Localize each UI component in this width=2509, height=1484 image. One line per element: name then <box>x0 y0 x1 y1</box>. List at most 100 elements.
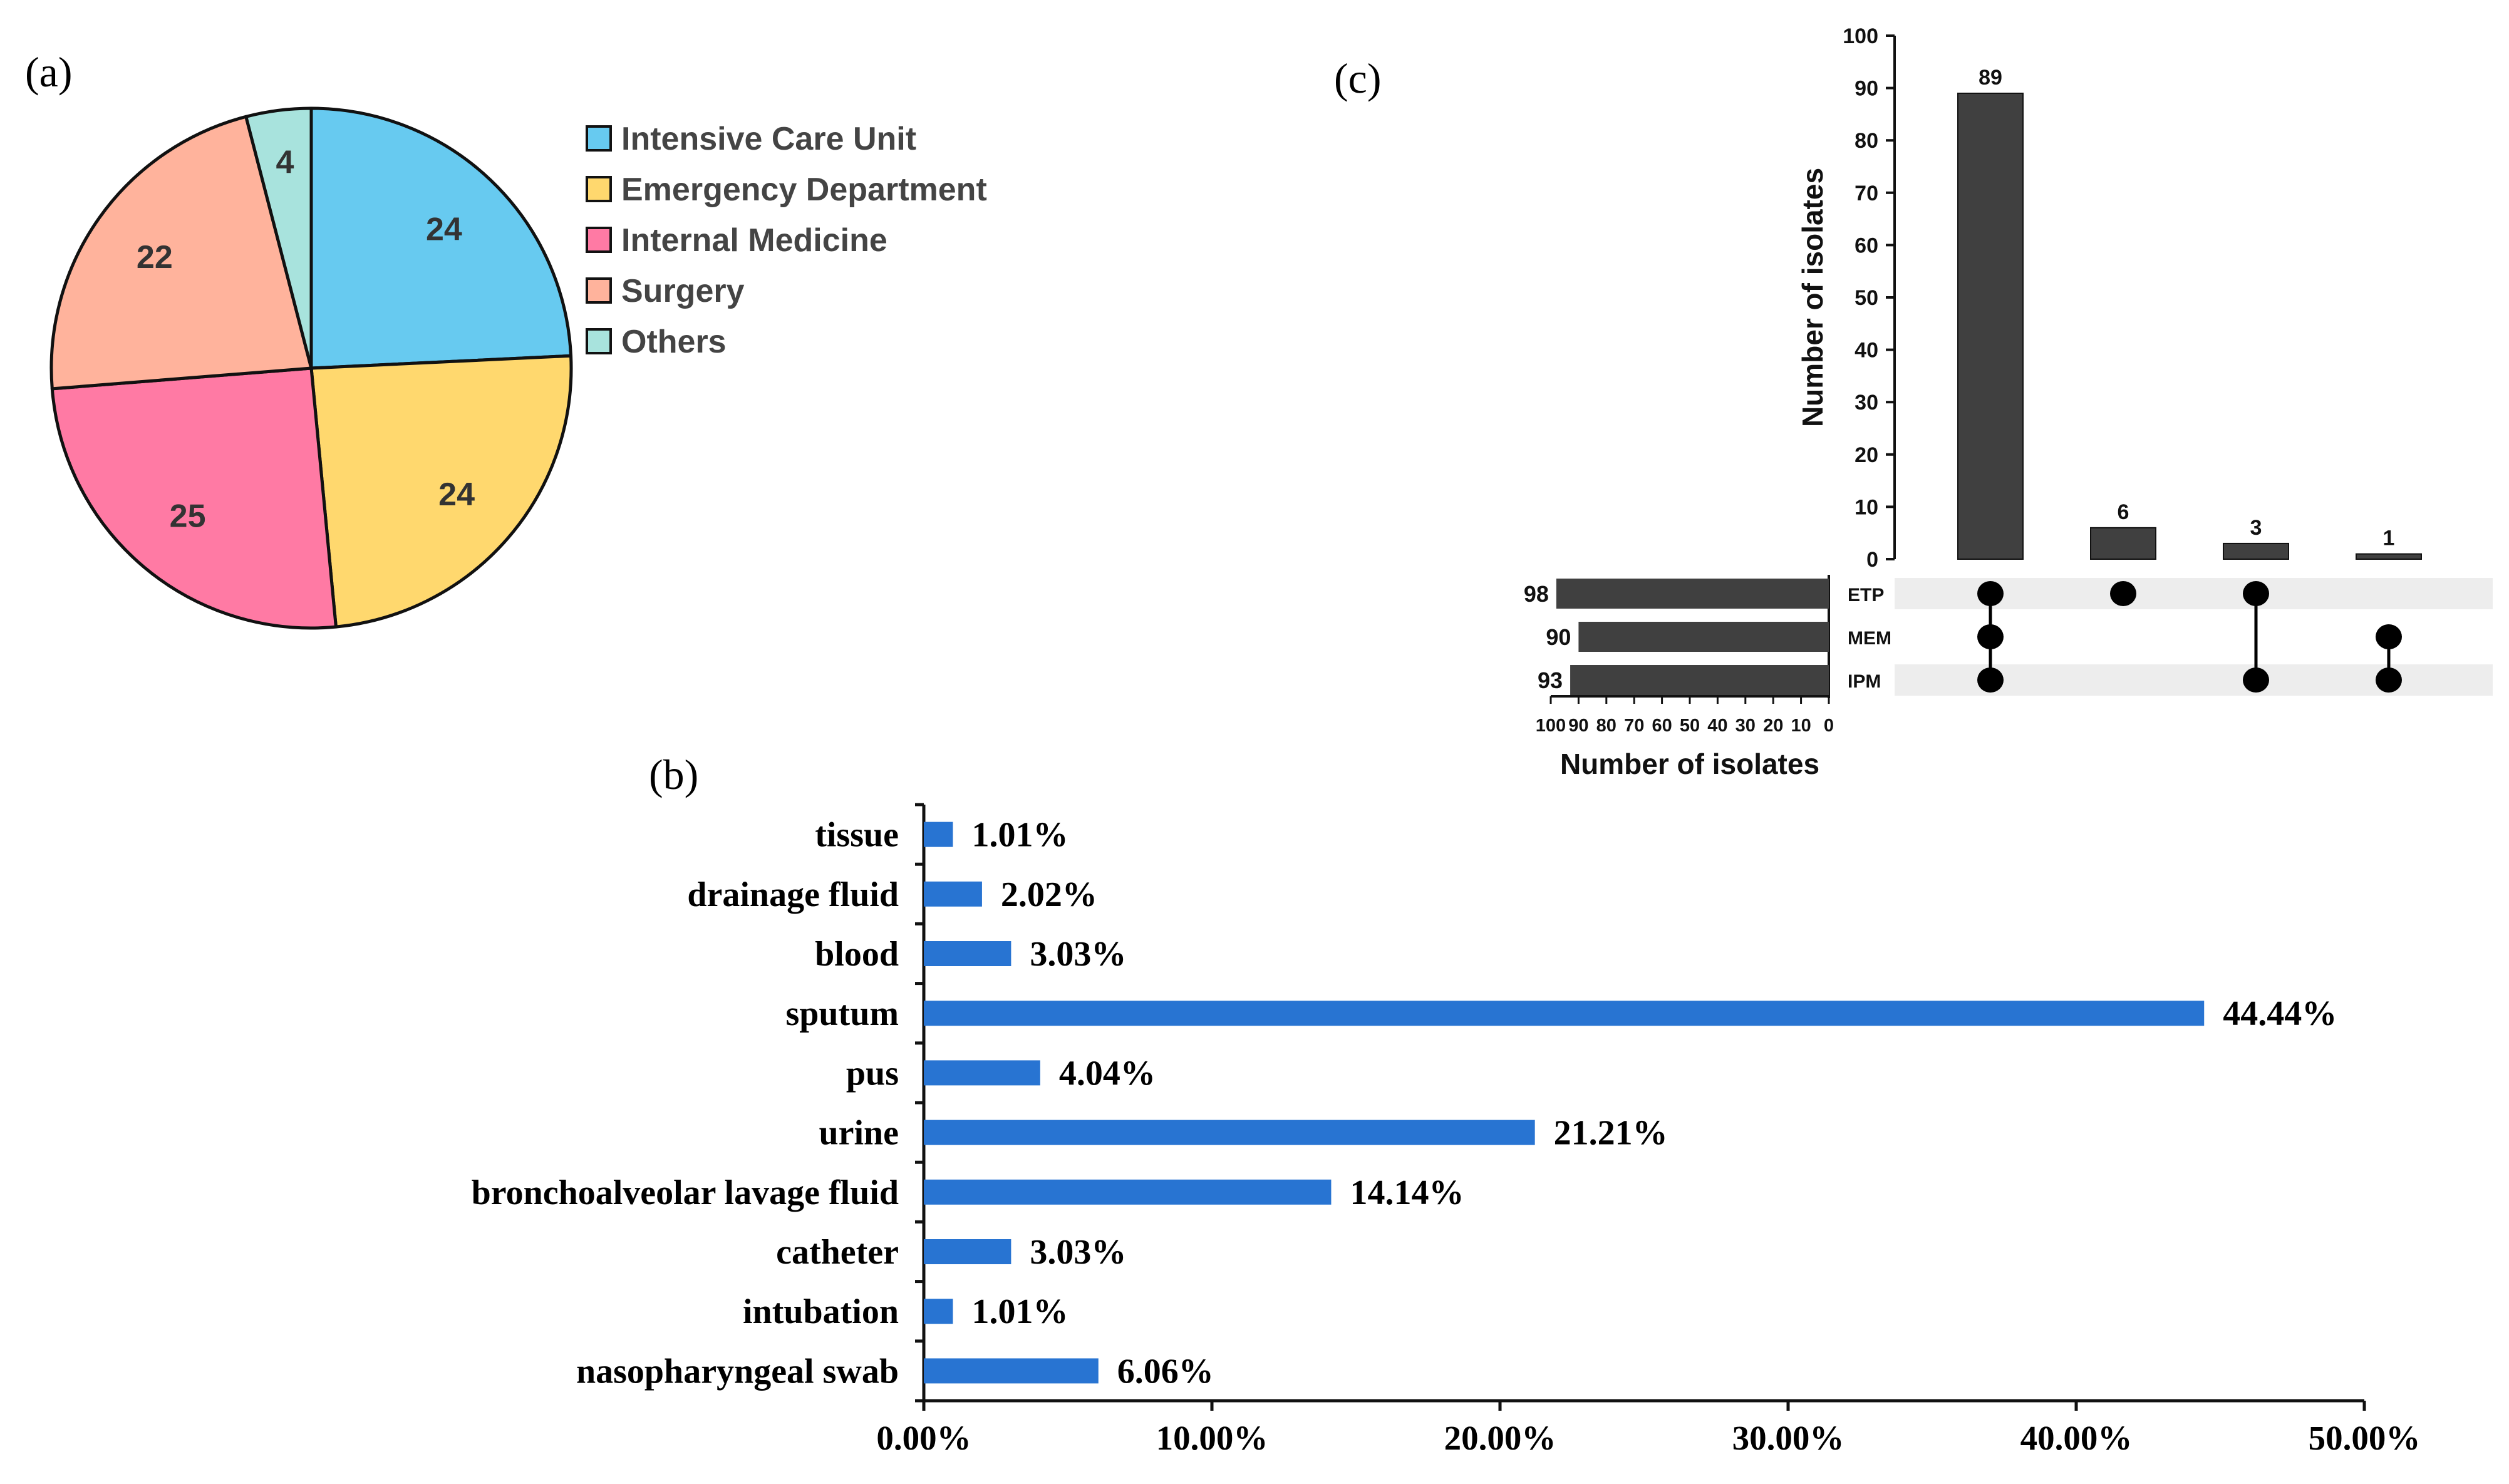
set-size-tick-label: 50 <box>1680 716 1700 736</box>
panel-c-label: (c) <box>1334 54 1381 102</box>
category-label: tissue <box>815 816 899 855</box>
set-size-bar <box>1556 579 1829 609</box>
pie-value-label: 24 <box>426 212 462 248</box>
bar-bronchoalveolar-lavage-fluid <box>924 1179 1332 1205</box>
matrix-dot <box>1977 667 2004 693</box>
pie-slice-surgery <box>49 115 313 391</box>
set-size-value-label: 93 <box>1538 667 1563 693</box>
panel-b-label: (b) <box>649 751 698 798</box>
x-tick-label: 50.00% <box>2309 1419 2421 1457</box>
bar-value-label: 3.03% <box>1030 935 1126 974</box>
intersection-bar <box>2090 527 2156 560</box>
bar-value-label: 1.01% <box>971 1292 1068 1331</box>
set-name-label: IPM <box>1848 671 1881 692</box>
matrix-dot <box>2110 581 2136 606</box>
bar-value-label: 4.04% <box>1059 1054 1156 1093</box>
pie-slice-intensive-care-unit <box>309 106 573 370</box>
bar-catheter <box>924 1239 1011 1264</box>
bar-pus <box>924 1060 1040 1086</box>
upset-y-tick-label: 80 <box>1855 129 1878 153</box>
pie-value-label: 22 <box>137 239 173 276</box>
category-label: sputum <box>785 994 899 1033</box>
legend-label: Intensive Care Unit <box>621 121 916 157</box>
pie-value-label: 24 <box>438 477 475 513</box>
category-label: nasopharyngeal swab <box>576 1352 899 1391</box>
matrix-dot <box>1977 581 2004 606</box>
matrix-dot <box>2376 624 2402 649</box>
set-size-tick-label: 30 <box>1736 716 1756 736</box>
matrix-dot <box>2376 667 2402 693</box>
bar-nasopharyngeal-swab <box>924 1358 1099 1384</box>
set-size-tick-label: 60 <box>1652 716 1672 736</box>
upset-y-tick-label: 30 <box>1855 391 1878 415</box>
set-size-tick-label: 20 <box>1763 716 1783 736</box>
set-size-bar <box>1570 665 1829 695</box>
legend-label: Others <box>621 324 727 360</box>
upset-y-tick-label: 50 <box>1855 286 1878 310</box>
bar-value-label: 3.03% <box>1030 1233 1126 1272</box>
matrix-dot <box>2243 581 2269 606</box>
category-label: urine <box>819 1114 899 1153</box>
legend-label: Emergency Department <box>621 172 987 208</box>
bar-sputum <box>924 1001 2205 1026</box>
upset-y-tick-label: 60 <box>1855 234 1878 257</box>
category-label: bronchoalveolar lavage fluid <box>472 1173 899 1212</box>
pie-slice-emergency-department <box>309 354 573 629</box>
pie-value-label: 25 <box>170 498 206 534</box>
upset-y-tick-label: 40 <box>1855 339 1878 363</box>
intersection-value-label: 1 <box>2383 527 2395 550</box>
legend-label: Surgery <box>621 273 745 309</box>
intersection-bar <box>2356 553 2422 560</box>
pie-legend: Intensive Care Unit Emergency Department I… <box>586 121 987 360</box>
bar-intubation <box>924 1299 953 1324</box>
set-name-label: MEM <box>1848 628 1891 649</box>
set-size-bar <box>1578 622 1829 652</box>
upset-y-axis-title: Number of isolates <box>1796 168 1829 427</box>
category-label: catheter <box>776 1233 899 1272</box>
set-size-axis-title: Number of isolates <box>1560 748 1819 780</box>
set-size-tick-label: 0 <box>1824 716 1834 736</box>
intersection-value-label: 3 <box>2250 516 2262 540</box>
bar-tissue <box>924 822 953 847</box>
matrix-dot <box>2243 667 2269 693</box>
bar-value-label: 1.01% <box>971 816 1068 855</box>
upset-y-tick-label: 90 <box>1855 77 1878 101</box>
bar-value-label: 21.21% <box>1554 1114 1668 1153</box>
intersection-value-label: 89 <box>1979 66 2002 90</box>
matrix-dot <box>1977 624 2004 649</box>
bar-value-label: 14.14% <box>1350 1173 1464 1212</box>
intersection-bar <box>2223 542 2289 560</box>
set-size-tick-label: 10 <box>1791 716 1811 736</box>
upset-plot: 0 10 20 30 40 50 60 70 80 90 100 Number of isolates… <box>1524 24 2493 780</box>
legend-swatch <box>586 277 612 304</box>
bar-urine <box>924 1120 1535 1145</box>
set-size-tick-label: 40 <box>1707 716 1727 736</box>
pie-slice-internal-medicine <box>50 366 338 630</box>
set-name-label: ETP <box>1848 585 1884 605</box>
bar-blood <box>924 941 1011 966</box>
category-label: drainage fluid <box>687 875 899 914</box>
set-size-tick-label: 80 <box>1596 716 1617 736</box>
legend-swatch <box>586 227 612 253</box>
category-label: intubation <box>743 1292 899 1331</box>
set-size-tick-label: 70 <box>1624 716 1644 736</box>
legend-swatch <box>586 328 612 354</box>
pie-value-label: 4 <box>276 145 294 181</box>
intersection-value-label: 6 <box>2118 500 2129 524</box>
legend-swatch <box>586 125 612 152</box>
x-tick-label: 30.00% <box>1732 1419 1844 1457</box>
category-label: pus <box>846 1054 899 1093</box>
bar-value-label: 44.44% <box>2223 994 2337 1033</box>
x-tick-label: 40.00% <box>2020 1419 2133 1457</box>
pie-chart: 24 24 25 22 4 <box>49 106 573 630</box>
upset-y-tick-label: 70 <box>1855 182 1878 205</box>
upset-y-tick-label: 10 <box>1855 495 1878 519</box>
source-bar-chart: 0.00% 10.00% 20.00% 30.00% 40.00% 50.00% tissu… <box>472 803 2421 1457</box>
upset-y-tick-label: 20 <box>1855 443 1878 467</box>
pie-slice-others <box>244 106 313 370</box>
legend-label: Internal Medicine <box>621 222 887 259</box>
bar-drainage-fluid <box>924 881 982 907</box>
x-tick-label: 0.00% <box>876 1419 971 1457</box>
upset-y-tick-label: 100 <box>1843 24 1878 48</box>
